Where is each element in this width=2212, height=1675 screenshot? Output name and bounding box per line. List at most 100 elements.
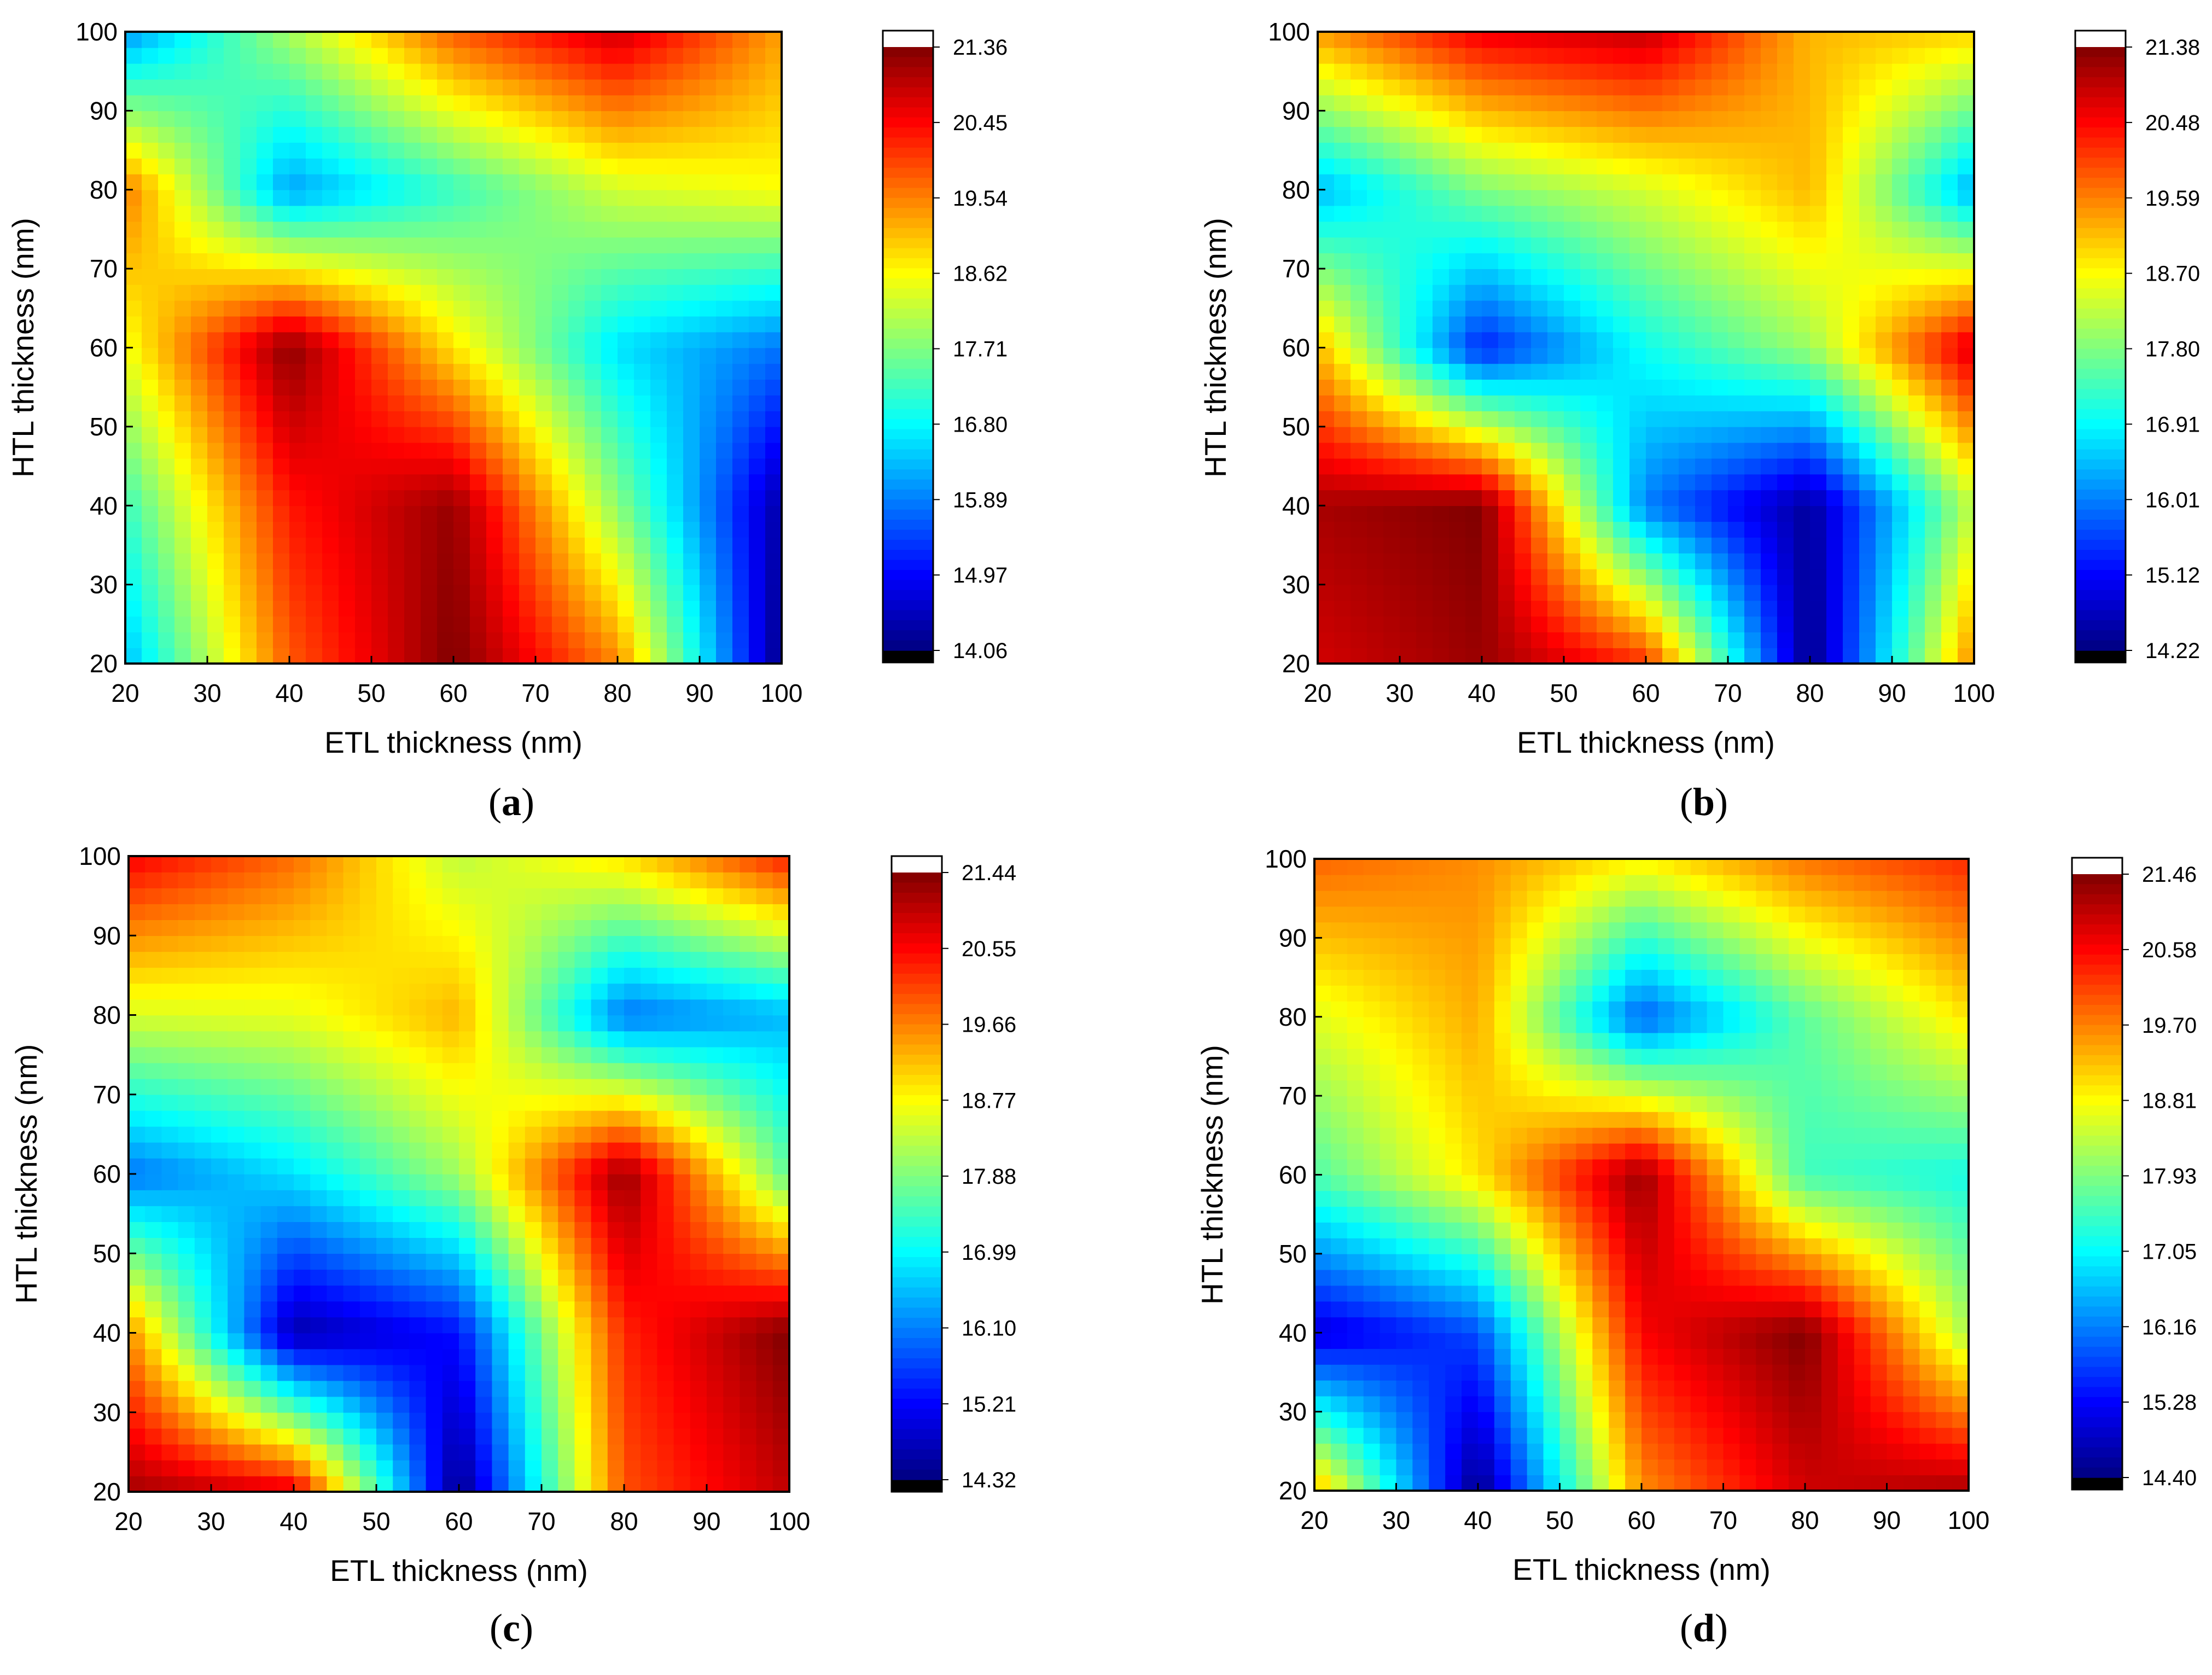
heat-cell (194, 1222, 212, 1238)
colorbar-band (883, 258, 933, 269)
heat-cell (591, 1317, 608, 1334)
heat-cell (161, 1078, 179, 1095)
heat-cell (1433, 316, 1450, 333)
heat-cell (339, 253, 356, 269)
heat-cell (1531, 521, 1548, 538)
heat-cell (1629, 347, 1646, 364)
heat-cell (129, 1158, 145, 1174)
heat-cell (486, 379, 503, 396)
heat-cell (322, 411, 339, 427)
heat-cell (618, 142, 635, 159)
heat-cell (1662, 79, 1679, 96)
heat-cell (1482, 63, 1499, 80)
heat-cell (1744, 363, 1761, 380)
heat-cell (1777, 158, 1794, 175)
heat-cell (558, 1015, 575, 1032)
heat-cell (1892, 632, 1909, 648)
heat-cell (421, 395, 438, 411)
heat-cell (1629, 158, 1646, 175)
heat-cell (228, 1301, 245, 1318)
heat-cell (1482, 395, 1499, 411)
heat-cell (1547, 505, 1564, 522)
heat-cell (650, 347, 667, 364)
heat-cell (1597, 458, 1614, 475)
heat-cell (343, 1237, 360, 1254)
colorbar-band (2075, 379, 2126, 389)
heat-cell (772, 1062, 790, 1079)
heat-cell (1876, 331, 1893, 348)
heat-cell (244, 983, 261, 1000)
heat-cell (191, 379, 208, 396)
heat-cell (359, 1094, 377, 1111)
heat-cell (657, 1364, 674, 1381)
heat-cell (1958, 253, 1975, 269)
heat-cell (1941, 110, 1958, 127)
heat-cell (591, 935, 608, 952)
heat-cell (459, 1046, 476, 1063)
colorbar-band (2075, 600, 2126, 611)
y-axis-label: HTL thickness (nm) (6, 218, 40, 478)
heat-cell (683, 316, 700, 333)
heat-cell (1400, 126, 1417, 143)
heat-cell (585, 474, 602, 491)
heat-cell (1564, 95, 1581, 112)
heat-cell (421, 142, 438, 159)
colorbar-band (2075, 530, 2126, 540)
heat-cell (207, 158, 224, 175)
heat-cell (716, 189, 733, 206)
heat-cell (310, 1253, 328, 1270)
heat-cell (1744, 284, 1761, 301)
heat-cell (207, 347, 224, 364)
heat-cell (1826, 347, 1843, 364)
heat-cell (700, 411, 717, 427)
heat-cell (1859, 142, 1876, 159)
heat-cell (1465, 316, 1482, 333)
y-tick-label: 50 (90, 412, 118, 441)
heat-cell (359, 1078, 377, 1095)
heat-cell (322, 442, 339, 459)
heat-cell (409, 1269, 427, 1286)
heat-cell (601, 568, 618, 585)
heat-cell (591, 1459, 608, 1476)
heat-cell (1613, 284, 1630, 301)
heat-cell (1908, 411, 1925, 427)
heat-cell (277, 1015, 294, 1032)
heat-cell (650, 126, 667, 143)
heat-cell (1597, 47, 1614, 64)
heat-cell (1646, 505, 1663, 522)
heat-cell (700, 347, 717, 364)
heat-cell (174, 300, 191, 317)
heat-cell (657, 1333, 674, 1350)
heat-cell (667, 126, 684, 143)
heat-cell (585, 110, 602, 127)
heat-cell (1876, 379, 1893, 396)
heat-cell (174, 110, 191, 127)
heat-cell (1695, 411, 1712, 427)
heat-cell (339, 47, 356, 64)
heat-cell (1449, 300, 1466, 317)
heat-cell (535, 347, 552, 364)
heat-cell (1334, 411, 1351, 427)
heat-cell (574, 1094, 592, 1111)
heat-cell (359, 1269, 377, 1286)
heat-cell (542, 1459, 558, 1476)
heat-cell (1318, 126, 1335, 143)
heat-cell (453, 648, 470, 664)
heat-cell (1712, 521, 1728, 538)
heat-cell (1958, 521, 1975, 538)
heat-cell (1400, 205, 1417, 222)
heat-cell (1925, 584, 1942, 601)
heat-cell (240, 442, 257, 459)
heat-cell (1498, 189, 1515, 206)
heat-cell (1383, 632, 1400, 648)
heat-cell (1728, 284, 1745, 301)
heat-cell (601, 363, 618, 380)
heat-cell (568, 284, 585, 301)
heat-cell (634, 47, 651, 64)
heat-cell (1679, 648, 1696, 664)
heat-cell (1547, 347, 1564, 364)
heat-cell (585, 221, 602, 238)
heat-cell (178, 1269, 195, 1286)
heat-cell (371, 379, 388, 396)
heat-cell (409, 1348, 427, 1365)
